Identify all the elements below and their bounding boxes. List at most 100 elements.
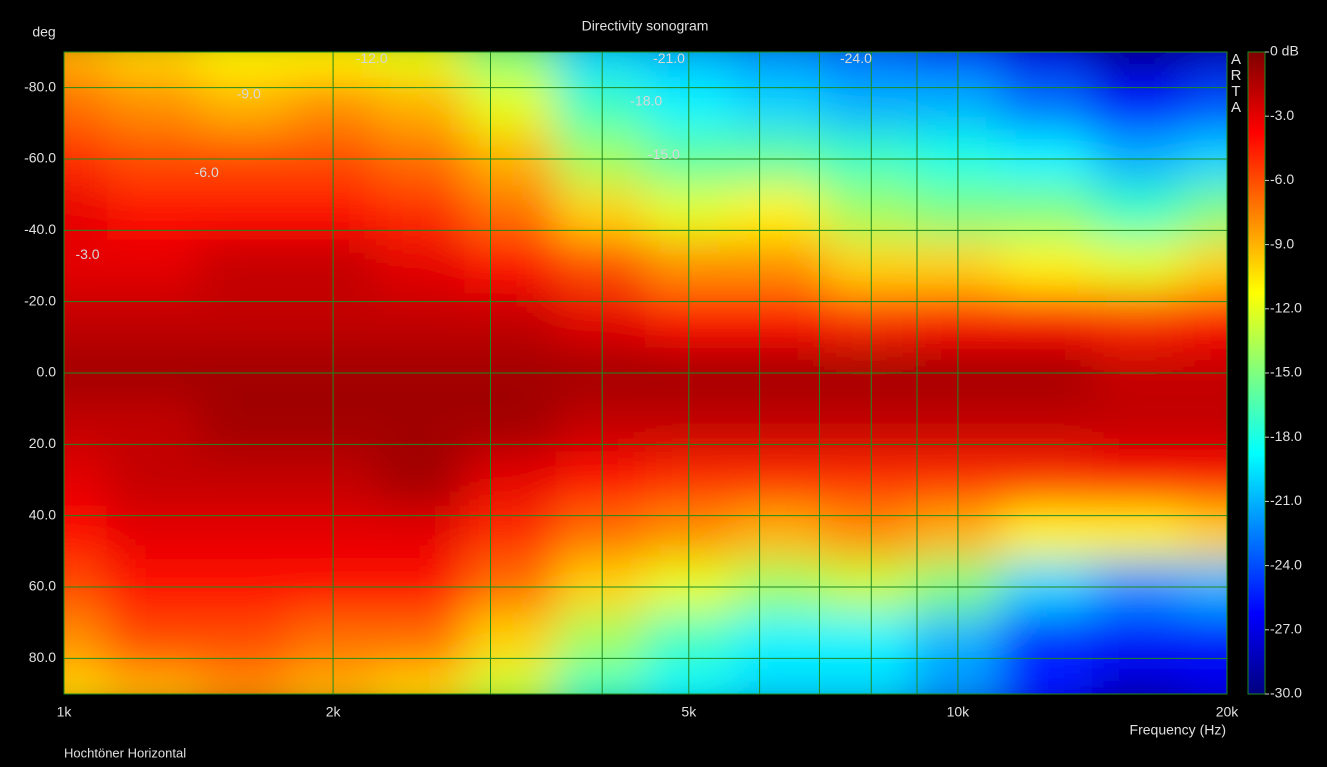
colorbar-tick-label: 0 dB — [1270, 43, 1299, 59]
heat-cell — [106, 452, 200, 508]
brand-letter: A — [1231, 99, 1241, 116]
contour-label: -21.0 — [653, 50, 685, 66]
heat-cell — [824, 238, 916, 294]
heat-cell — [555, 292, 646, 347]
heat-cell — [1000, 399, 1093, 454]
heat-cell — [464, 52, 557, 80]
heat-cell — [106, 613, 200, 668]
heat-cell — [198, 399, 291, 454]
heat-cell — [733, 452, 826, 508]
heat-cell — [198, 292, 291, 347]
heat-cell — [375, 399, 466, 454]
plot-frame — [63, 51, 1228, 695]
heat-cell — [824, 292, 916, 347]
y-tick-label: 20.0 — [29, 435, 56, 451]
chart-title: Directivity sonogram — [582, 18, 709, 34]
heat-cell — [464, 238, 557, 294]
heat-cell — [106, 78, 200, 133]
contour-label: -24.0 — [840, 50, 872, 66]
x-tick-label: 5k — [681, 704, 697, 720]
heat-cell — [645, 506, 735, 561]
heat-cell — [733, 78, 826, 133]
colorbar-tick-label: -3.0 — [1270, 107, 1294, 123]
heat-cell — [198, 185, 291, 240]
heat-cell — [1091, 52, 1185, 80]
heat-cell — [464, 506, 557, 561]
heat-cell — [824, 78, 916, 133]
heat-cell — [464, 292, 557, 347]
footer-note: Hochtöner Horizontal — [64, 745, 186, 760]
heat-cell — [1183, 52, 1227, 80]
heat-cell — [375, 185, 466, 240]
x-tick-label: 20k — [1216, 704, 1240, 720]
heat-cell — [1091, 399, 1185, 454]
heat-cell — [733, 506, 826, 561]
heat-cell — [824, 399, 916, 454]
heat-cell — [645, 292, 735, 347]
heat-cell — [198, 506, 291, 561]
contour-label: -12.0 — [356, 50, 388, 66]
y-tick-label: -40.0 — [24, 221, 56, 237]
heat-cell — [1091, 185, 1185, 240]
heat-cell — [555, 185, 646, 240]
heat-cell — [464, 185, 557, 240]
heat-cell — [824, 506, 916, 561]
heat-cell — [375, 292, 466, 347]
heat-cell — [824, 52, 916, 80]
heat-cell — [555, 666, 646, 694]
y-tick-label: -80.0 — [24, 78, 56, 94]
heat-cell — [1000, 52, 1093, 80]
colorbar-tick-label: -9.0 — [1270, 235, 1294, 251]
heat-cell — [106, 292, 200, 347]
heat-cell — [1091, 506, 1185, 561]
heat-cell — [1091, 238, 1185, 294]
colorbar-tick-label: -30.0 — [1270, 685, 1302, 701]
colorbar-tick-label: -6.0 — [1270, 171, 1294, 187]
colorbar-tick-label: -21.0 — [1270, 492, 1302, 508]
contour-label: -9.0 — [237, 86, 261, 102]
heat-cell — [645, 399, 735, 454]
heat-cell — [555, 613, 646, 668]
heat-cell — [555, 238, 646, 294]
heat-cell — [1000, 452, 1093, 508]
x-tick-label: 2k — [326, 704, 342, 720]
heat-cell — [555, 52, 646, 80]
heat-cell — [375, 452, 466, 508]
heat-cell — [1000, 292, 1093, 347]
heat-cell — [824, 452, 916, 508]
heat-cell — [375, 506, 466, 561]
heat-cell — [1091, 78, 1185, 133]
heat-cell — [733, 52, 826, 80]
heat-cell — [375, 52, 466, 80]
heat-cell — [64, 666, 108, 694]
heat-cell — [1000, 506, 1093, 561]
heat-cell — [733, 238, 826, 294]
heat-cell — [106, 399, 200, 454]
heat-cell — [645, 238, 735, 294]
y-tick-label: -20.0 — [24, 292, 56, 308]
heat-cell — [1000, 238, 1093, 294]
heat-cell — [733, 666, 826, 694]
colorbar — [1247, 51, 1266, 695]
colorbar-tick-label: -12.0 — [1270, 300, 1302, 316]
brand-letter: T — [1231, 83, 1240, 100]
brand-letter: A — [1231, 51, 1241, 68]
heat-cell — [464, 452, 557, 508]
heat-cell — [555, 399, 646, 454]
brand-letter: R — [1231, 67, 1242, 84]
heat-cell — [555, 506, 646, 561]
heat-cell — [375, 78, 466, 133]
y-tick-label: 60.0 — [29, 578, 56, 594]
heat-cell — [824, 185, 916, 240]
x-tick-label: 10k — [947, 704, 971, 720]
contour-label: -6.0 — [195, 164, 219, 180]
heat-cell — [198, 666, 291, 694]
heat-cell — [464, 399, 557, 454]
heat-cell — [106, 185, 200, 240]
y-axis-label: deg — [32, 24, 55, 40]
heat-cell — [1091, 613, 1185, 668]
heat-cell — [733, 292, 826, 347]
heat-cell — [106, 52, 200, 80]
